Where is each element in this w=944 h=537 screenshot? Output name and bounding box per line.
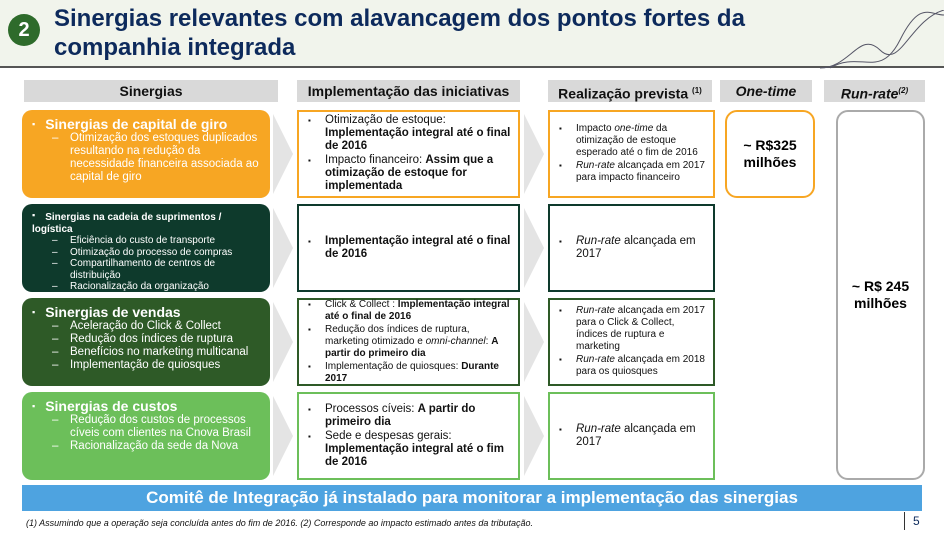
synergy-item: Benefícios no marketing multicanal — [52, 346, 262, 359]
realizacao-label: Realização prevista — [558, 85, 689, 102]
text-segment: Run-rate — [576, 234, 621, 247]
text-segment: Implementação integral até o final de 20… — [325, 298, 510, 322]
text-segment: A partir do primeiro dia — [325, 335, 499, 359]
bullet-item: Click & Collect : Implementação integral… — [305, 299, 512, 323]
synergy-item: Racionalização da organização — [52, 281, 262, 293]
footnote-ref: (2) — [898, 86, 909, 95]
text-segment: Otimização de estoque: — [325, 114, 446, 126]
column-header-sinergias: Sinergias — [24, 80, 278, 102]
footnote: (1) Assumindo que a operação seja conclu… — [26, 518, 533, 528]
column-header-run-rate: Run-rate(2) — [824, 80, 925, 102]
text-segment: Sede e despesas gerais: — [325, 429, 452, 442]
text-segment: Implementação integral até o final de 20… — [325, 234, 511, 260]
text-segment: alcançada em 2017 — [576, 422, 696, 448]
synergy-item: Otimização do processo de compras — [52, 247, 262, 259]
one-time-value: ~ R$325 milhões — [725, 110, 815, 198]
realization-box: Run-rate alcançada em 2017 — [548, 204, 715, 292]
synergy-card: Sinergias de custosRedução dos custos de… — [22, 392, 270, 480]
chevron-right-icon — [524, 208, 544, 288]
bullet-item: Redução dos índices de ruptura, marketin… — [305, 324, 512, 360]
bullet-item: Run-rate alcançada em 2017 para impacto … — [556, 160, 707, 184]
run-rate-label: Run-rate — [840, 85, 899, 102]
implementation-box: Click & Collect : Implementação integral… — [297, 298, 520, 386]
realization-box: Run-rate alcançada em 2017 — [548, 392, 715, 480]
bullet-item: Run-rate alcançada em 2018 para os quios… — [556, 354, 707, 378]
text-segment: alcançada em 2017 para impacto financeir… — [576, 160, 705, 183]
realization-box: Run-rate alcançada em 2017 para o Click … — [548, 298, 715, 386]
synergy-card: Sinergias de capital de giroOtimização d… — [22, 110, 270, 198]
synergy-title: Sinergias na cadeia de suprimentos / log… — [32, 210, 262, 235]
bullet-item: Implementação de quiosques: Durante 2017 — [305, 361, 512, 385]
bullet-item: Run-rate alcançada em 2017 para o Click … — [556, 305, 707, 353]
synergy-item: Otimização dos estoques duplicados resul… — [52, 132, 262, 184]
text-segment: one-time — [614, 123, 654, 134]
text-segment: Implementação integral até o final de 20… — [325, 127, 511, 152]
implementation-box: Implementação integral até o final de 20… — [297, 204, 520, 292]
text-segment: Durante 2017 — [325, 360, 499, 384]
implementation-box: Processos cíveis: A partir do primeiro d… — [297, 392, 520, 480]
text-segment: A partir do primeiro dia — [325, 402, 476, 428]
bullet-item: Run-rate alcançada em 2017 — [556, 423, 707, 449]
bullet-item: Impacto one-time da otimização de estoqu… — [556, 123, 707, 159]
text-segment: Click & Collect : — [325, 298, 398, 310]
text-segment: Run-rate — [576, 354, 615, 365]
bullet-item: Otimização de estoque: Implementação int… — [305, 114, 512, 153]
synergy-item: Redução dos índices de ruptura — [52, 333, 262, 346]
text-segment: alcançada em 2018 para os quiosques — [576, 354, 705, 377]
synergy-item: Racionalização da sede da Nova — [52, 440, 262, 453]
bullet-item: Impacto financeiro: Assim que a otimizaç… — [305, 154, 512, 193]
synergy-title: Sinergias de capital de giro — [32, 116, 262, 132]
text-segment: : — [485, 335, 492, 347]
text-segment: da otimização de estoque esperado até o … — [576, 123, 698, 158]
text-segment: alcançada em 2017 para o Click & Collect… — [576, 305, 705, 352]
column-header-implementacao: Implementação das iniciativas — [297, 80, 520, 102]
chevron-right-icon — [524, 302, 544, 382]
realization-box: Impacto one-time da otimização de estoqu… — [548, 110, 715, 198]
synergy-item: Redução dos custos de processos cíveis c… — [52, 414, 262, 440]
integration-banner: Comitê de Integração já instalado para m… — [22, 485, 922, 511]
run-rate-value: ~ R$ 245 milhões — [836, 110, 925, 480]
chevron-right-icon — [273, 114, 293, 194]
bullet-item: Implementação integral até o final de 20… — [305, 235, 512, 261]
footnote-ref: (1) — [692, 86, 702, 95]
text-segment: Redução dos índices de ruptura, marketin… — [325, 323, 470, 347]
synergy-card: Sinergias na cadeia de suprimentos / log… — [22, 204, 270, 292]
text-segment: Processos cíveis: — [325, 402, 418, 415]
synergy-item: Implementação de quiosques — [52, 359, 262, 372]
column-header-one-time: One-time — [720, 80, 812, 102]
synergy-item: Aceleração do Click & Collect — [52, 320, 262, 333]
bullet-item: Sede e despesas gerais: Implementação in… — [305, 430, 512, 469]
synergy-item: Eficiência do custo de transporte — [52, 235, 262, 247]
chevron-right-icon — [273, 302, 293, 382]
synergy-item: Compartilhamento de centros de distribui… — [52, 258, 262, 281]
synergy-card: Sinergias de vendasAceleração do Click &… — [22, 298, 270, 386]
text-segment: Implementação integral até o fim de 2016 — [325, 442, 504, 468]
section-number-badge: 2 — [8, 14, 40, 46]
bullet-item: Run-rate alcançada em 2017 — [556, 235, 707, 261]
implementation-box: Otimização de estoque: Implementação int… — [297, 110, 520, 198]
chevron-right-icon — [524, 396, 544, 476]
text-segment: Assim que a otimização de estoque for im… — [325, 154, 494, 192]
page-title: Sinergias relevantes com alavancagem dos… — [54, 5, 745, 61]
title-band — [0, 0, 944, 69]
text-segment: Impacto financeiro: — [325, 154, 426, 166]
column-header-realizacao: Realização prevista (1) — [548, 80, 712, 102]
page-number: 5 — [904, 512, 920, 530]
text-segment: Impacto — [576, 123, 615, 134]
bullet-item: Processos cíveis: A partir do primeiro d… — [305, 403, 512, 429]
synergy-title: Sinergias de vendas — [32, 304, 262, 320]
text-segment: Implementação de quiosques: — [325, 360, 462, 372]
text-segment: omni-channel — [425, 335, 486, 347]
chevron-right-icon — [524, 114, 544, 194]
chevron-right-icon — [273, 208, 293, 288]
chevron-right-icon — [273, 396, 293, 476]
text-segment: Run-rate — [576, 305, 615, 316]
text-segment: alcançada em 2017 — [576, 234, 696, 260]
synergy-title: Sinergias de custos — [32, 398, 262, 414]
decorative-wave-icon — [820, 10, 944, 69]
text-segment: Run-rate — [576, 422, 621, 435]
text-segment: Run-rate — [576, 160, 615, 171]
